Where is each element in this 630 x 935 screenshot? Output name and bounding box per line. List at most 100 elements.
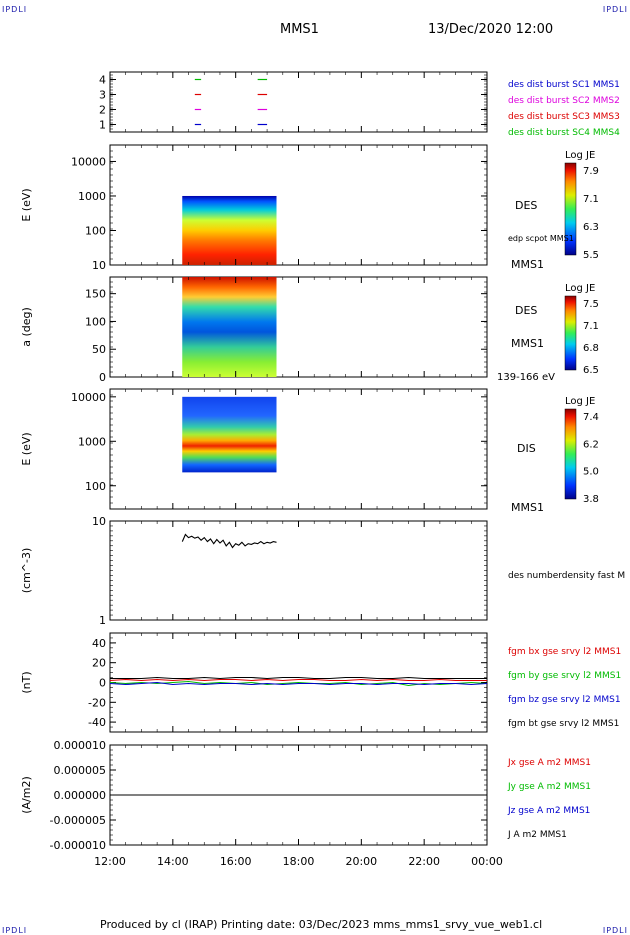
y-tick-label: 40 [92,637,106,650]
panel-density-frame [109,520,488,621]
y-axis-label: a (deg) [20,307,33,347]
y-tick-label: 0.000010 [54,739,107,752]
fgm-line [109,680,488,687]
colorbar-tick-label: 5.5 [583,250,599,261]
x-tick-label: 22:00 [408,855,440,868]
fgm-line [110,676,487,680]
legend-entry: des dist burst SC4 MMS4 [508,128,620,138]
x-tick-label: 12:00 [94,855,126,868]
y-axis-label: (nT) [20,671,33,693]
right-panel-label: MMS1 [511,337,544,350]
corner-label-tl: IPDLI [2,5,28,14]
panel-dis-energy-frame [109,388,488,510]
y-tick-label: 20 [92,657,106,670]
y-tick-label: 3 [99,89,106,102]
spacecraft-title: MMS1 [280,22,319,37]
y-tick-label: 2 [99,104,106,117]
legend-entry: des dist burst SC3 MMS3 [508,112,620,122]
legend-entry: fgm bz gse srvy l2 MMS1 [508,695,621,705]
y-tick-label: 1 [99,614,106,627]
density-line [181,533,277,549]
legend-entry: des dist burst SC1 MMS1 [508,80,620,90]
corner-label-bl: IPDLI [2,926,28,935]
legend-entry: fgm bt gse srvy l2 MMS1 [508,719,619,729]
legend-entry: des numberdensity fast M [508,571,625,581]
des-energy-spectrogram [182,195,277,265]
x-tick-label: 00:00 [471,855,503,868]
y-tick-label: 10 [92,259,106,272]
colorbar-des-pitch [564,295,577,371]
colorbar-title: Log JE [565,150,595,161]
dis-energy-spectrogram [182,396,277,473]
colorbar-tick-label: 7.1 [583,194,599,205]
legend-entry: Jy gse A m2 MMS1 [507,782,591,792]
legend-entry: fgm by gse srvy l2 MMS1 [508,671,621,681]
y-tick-label: 4 [99,74,106,87]
y-tick-label: 100 [85,480,106,493]
right-panel-label: MMS1 [511,501,544,514]
colorbar-dis-energy [564,408,577,500]
right-panel-label: DES [515,304,537,317]
fgm-line [109,681,488,686]
footer-credit: Produced by cl (IRAP) Printing date: 03/… [100,918,543,931]
legend-entry: J A m2 MMS1 [507,830,567,840]
legend-entry: Jz gse A m2 MMS1 [507,806,590,816]
colorbar-tick-label: 7.9 [583,166,599,177]
y-tick-label: -0.000010 [50,839,106,852]
corner-label-br: IPDLI [602,926,628,935]
x-tick-label: 16:00 [220,855,252,868]
legend-entry: fgm bx gse srvy l2 MMS1 [508,647,621,657]
colorbar-tick-label: 6.8 [583,343,599,354]
right-panel-label: DES [515,199,537,212]
panel-des-pitch-frame [109,276,488,378]
colorbar-tick-label: 6.5 [583,365,599,376]
x-tick-label: 18:00 [283,855,315,868]
y-tick-label: 0 [99,371,106,384]
colorbar-tick-label: 5.0 [583,467,599,478]
colorbar-tick-label: 6.3 [583,222,599,233]
right-panel-label: 139-166 eV [497,372,555,383]
colorbar-title: Log JE [565,396,595,407]
right-panel-label: MMS1 [511,258,544,271]
y-tick-label: 10000 [71,391,106,404]
legend-entry: Jx gse A m2 MMS1 [507,758,591,768]
x-tick-label: 20:00 [345,855,377,868]
y-tick-label: -20 [88,696,106,709]
panel-availability-frame [109,71,488,133]
y-axis-label: E (eV) [20,188,33,221]
y-tick-label: -0.000005 [50,814,106,827]
y-tick-label: 0 [99,677,106,690]
panel-des-energy-frame [109,144,488,266]
legend-entry: des dist burst SC2 MMS2 [508,96,620,106]
colorbar-title: Log JE [565,283,595,294]
right-panel-label: edp scpot MMS1 [508,234,574,243]
y-tick-label: 100 [85,315,106,328]
y-tick-label: 10 [92,515,106,528]
colorbar-tick-label: 6.2 [583,439,599,450]
colorbar-tick-label: 7.4 [583,412,599,423]
y-tick-label: 50 [92,343,106,356]
y-axis-label: (A/m2) [20,776,33,814]
colorbar-des-energy [564,162,577,256]
y-tick-label: 1 [99,119,106,132]
colorbar-tick-label: 3.8 [583,494,599,505]
y-axis-label: E (eV) [20,432,33,465]
x-tick-label: 14:00 [157,855,189,868]
y-tick-label: 1000 [78,190,106,203]
y-tick-label: 1000 [78,435,106,448]
des-pitch-spectrogram [182,277,277,377]
datetime-title: 13/Dec/2020 12:00 [428,22,554,37]
fgm-line [109,678,487,682]
y-axis-label: (cm^-3) [20,548,33,594]
colorbar-tick-label: 7.5 [583,299,599,310]
y-tick-label: -40 [88,716,106,729]
colorbar-tick-label: 7.1 [583,321,599,332]
right-panel-label: DIS [517,442,536,455]
y-tick-label: 0.000000 [54,789,107,802]
corner-label-tr: IPDLI [602,5,628,14]
y-tick-label: 0.000005 [54,764,107,777]
y-tick-label: 10000 [71,155,106,168]
y-tick-label: 100 [85,224,106,237]
y-tick-label: 150 [85,288,106,301]
